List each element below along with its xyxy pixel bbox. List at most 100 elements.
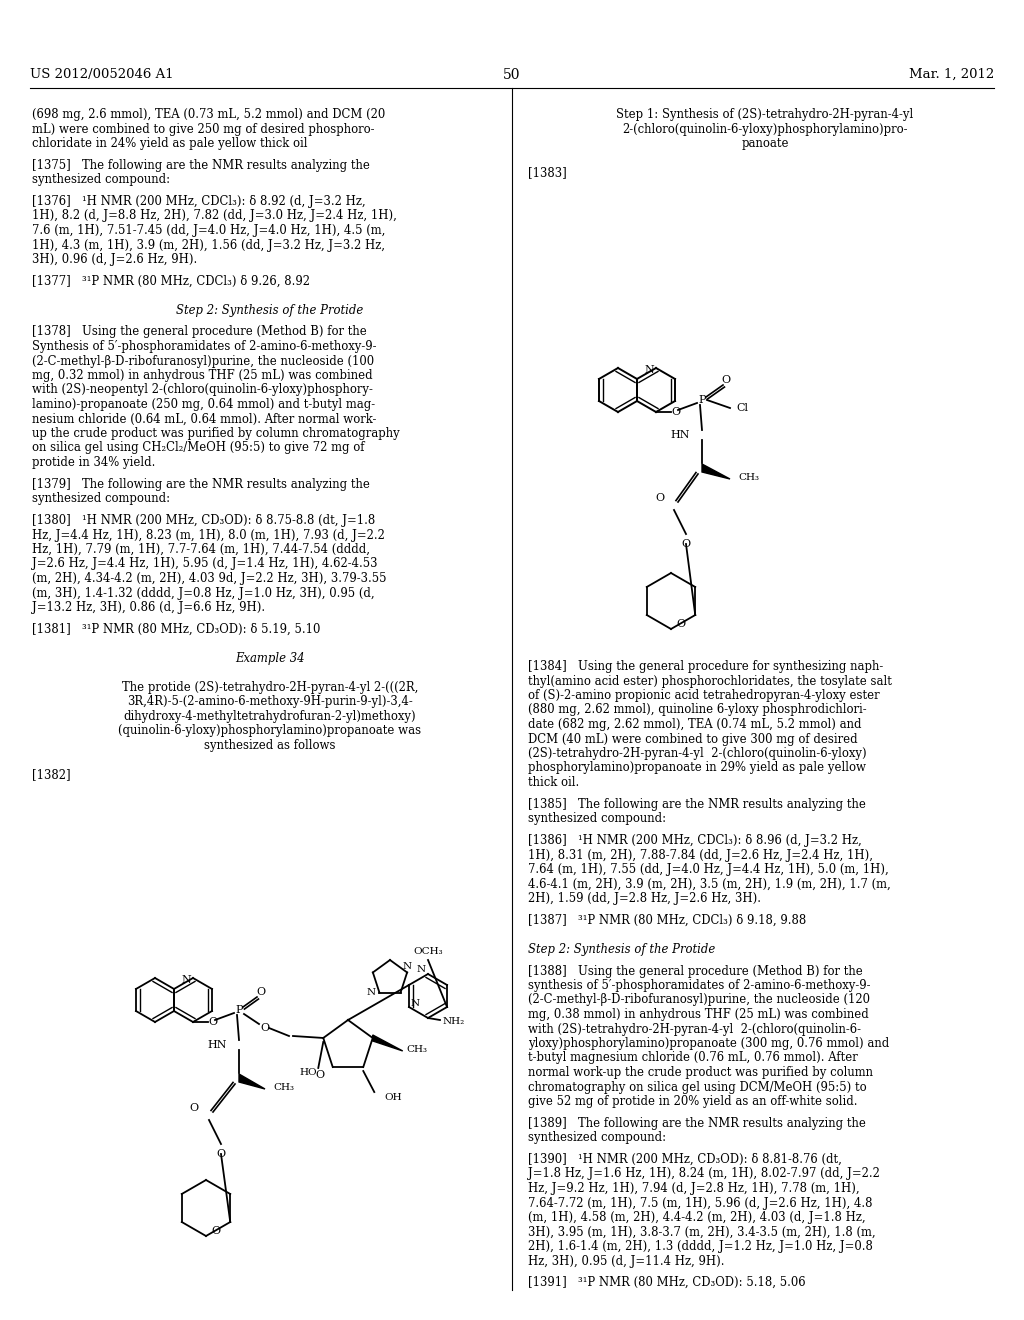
Text: chloridate in 24% yield as pale yellow thick oil: chloridate in 24% yield as pale yellow t… xyxy=(32,137,307,150)
Text: DCM (40 mL) were combined to give 300 mg of desired: DCM (40 mL) were combined to give 300 mg… xyxy=(528,733,858,746)
Text: Hz, J=4.4 Hz, 1H), 8.23 (m, 1H), 8.0 (m, 1H), 7.93 (d, J=2.2: Hz, J=4.4 Hz, 1H), 8.23 (m, 1H), 8.0 (m,… xyxy=(32,528,385,541)
Text: with (2S)-neopentyl 2-(chloro(quinolin-6-yloxy)phosphory-: with (2S)-neopentyl 2-(chloro(quinolin-6… xyxy=(32,384,373,396)
Text: Mar. 1, 2012: Mar. 1, 2012 xyxy=(908,69,994,81)
Text: [1383]: [1383] xyxy=(528,166,566,180)
Text: 2H), 1.6-1.4 (m, 2H), 1.3 (dddd, J=1.2 Hz, J=1.0 Hz, J=0.8: 2H), 1.6-1.4 (m, 2H), 1.3 (dddd, J=1.2 H… xyxy=(528,1239,872,1253)
Text: OH: OH xyxy=(384,1093,401,1101)
Text: 3H), 3.95 (m, 1H), 3.8-3.7 (m, 2H), 3.4-3.5 (m, 2H), 1.8 (m,: 3H), 3.95 (m, 1H), 3.8-3.7 (m, 2H), 3.4-… xyxy=(528,1225,876,1238)
Text: OCH₃: OCH₃ xyxy=(414,948,442,957)
Text: (698 mg, 2.6 mmol), TEA (0.73 mL, 5.2 mmol) and DCM (20: (698 mg, 2.6 mmol), TEA (0.73 mL, 5.2 mm… xyxy=(32,108,385,121)
Text: (m, 2H), 4.34-4.2 (m, 2H), 4.03 9d, J=2.2 Hz, 3H), 3.79-3.55: (m, 2H), 4.34-4.2 (m, 2H), 4.03 9d, J=2.… xyxy=(32,572,386,585)
Polygon shape xyxy=(373,1035,402,1051)
Text: of (S)-2-amino propionic acid tetrahedropyran-4-yloxy ester: of (S)-2-amino propionic acid tetrahedro… xyxy=(528,689,880,702)
Text: O: O xyxy=(676,619,685,630)
Text: P: P xyxy=(698,395,706,405)
Text: mg, 0.38 mmol) in anhydrous THF (25 mL) was combined: mg, 0.38 mmol) in anhydrous THF (25 mL) … xyxy=(528,1008,868,1020)
Text: [1375]   The following are the NMR results analyzing the: [1375] The following are the NMR results… xyxy=(32,158,370,172)
Text: (m, 3H), 1.4-1.32 (dddd, J=0.8 Hz, J=1.0 Hz, 3H), 0.95 (d,: (m, 3H), 1.4-1.32 (dddd, J=0.8 Hz, J=1.0… xyxy=(32,586,375,599)
Text: N: N xyxy=(402,962,412,972)
Text: [1385]   The following are the NMR results analyzing the: [1385] The following are the NMR results… xyxy=(528,797,866,810)
Text: 7.64 (m, 1H), 7.55 (dd, J=4.0 Hz, J=4.4 Hz, 1H), 5.0 (m, 1H),: 7.64 (m, 1H), 7.55 (dd, J=4.0 Hz, J=4.4 … xyxy=(528,863,889,876)
Text: Cl: Cl xyxy=(736,403,748,413)
Text: N: N xyxy=(411,998,420,1007)
Text: chromatography on silica gel using DCM/MeOH (95:5) to: chromatography on silica gel using DCM/M… xyxy=(528,1081,866,1093)
Text: [1381]   ³¹P NMR (80 MHz, CD₃OD): δ 5.19, 5.10: [1381] ³¹P NMR (80 MHz, CD₃OD): δ 5.19, … xyxy=(32,623,321,636)
Text: mL) were combined to give 250 mg of desired phosphoro-: mL) were combined to give 250 mg of desi… xyxy=(32,123,375,136)
Text: panoate: panoate xyxy=(741,137,788,150)
Text: [1378]   Using the general procedure (Method B) for the: [1378] Using the general procedure (Meth… xyxy=(32,326,367,338)
Text: (2S)-tetrahydro-2H-pyran-4-yl  2-(chloro(quinolin-6-yloxy): (2S)-tetrahydro-2H-pyran-4-yl 2-(chloro(… xyxy=(528,747,866,760)
Text: O: O xyxy=(672,407,681,417)
Text: give 52 mg of protide in 20% yield as an off-white solid.: give 52 mg of protide in 20% yield as an… xyxy=(528,1096,857,1107)
Text: O: O xyxy=(211,1226,220,1236)
Polygon shape xyxy=(702,465,730,479)
Text: P: P xyxy=(236,1005,243,1015)
Text: synthesized compound:: synthesized compound: xyxy=(528,1131,667,1144)
Text: Hz, 1H), 7.79 (m, 1H), 7.7-7.64 (m, 1H), 7.44-7.54 (dddd,: Hz, 1H), 7.79 (m, 1H), 7.7-7.64 (m, 1H),… xyxy=(32,543,370,556)
Text: [1382]: [1382] xyxy=(32,768,71,780)
Text: 1H), 8.31 (m, 2H), 7.88-7.84 (dd, J=2.6 Hz, J=2.4 Hz, 1H),: 1H), 8.31 (m, 2H), 7.88-7.84 (dd, J=2.6 … xyxy=(528,849,873,862)
Text: [1380]   ¹H NMR (200 MHz, CD₃OD): δ 8.75-8.8 (dt, J=1.8: [1380] ¹H NMR (200 MHz, CD₃OD): δ 8.75-8… xyxy=(32,513,375,527)
Text: [1391]   ³¹P NMR (80 MHz, CD₃OD): 5.18, 5.06: [1391] ³¹P NMR (80 MHz, CD₃OD): 5.18, 5.… xyxy=(528,1276,806,1290)
Text: synthesis of 5′-phosphoramidates of 2-amino-6-methoxy-9-: synthesis of 5′-phosphoramidates of 2-am… xyxy=(528,979,870,993)
Text: HN: HN xyxy=(671,430,690,440)
Text: Step 2: Synthesis of the Protide: Step 2: Synthesis of the Protide xyxy=(528,942,715,956)
Text: O: O xyxy=(260,1023,269,1034)
Text: CH₃: CH₃ xyxy=(738,474,759,483)
Text: 3H), 0.96 (d, J=2.6 Hz, 9H).: 3H), 0.96 (d, J=2.6 Hz, 9H). xyxy=(32,253,198,267)
Text: 2H), 1.59 (dd, J=2.8 Hz, J=2.6 Hz, 3H).: 2H), 1.59 (dd, J=2.8 Hz, J=2.6 Hz, 3H). xyxy=(528,892,761,906)
Text: N: N xyxy=(367,989,376,997)
Text: with (2S)-tetrahydro-2H-pyran-4-yl  2-(chloro(quinolin-6-: with (2S)-tetrahydro-2H-pyran-4-yl 2-(ch… xyxy=(528,1023,861,1035)
Text: [1384]   Using the general procedure for synthesizing naph-: [1384] Using the general procedure for s… xyxy=(528,660,884,673)
Text: [1389]   The following are the NMR results analyzing the: [1389] The following are the NMR results… xyxy=(528,1117,866,1130)
Text: 7.6 (m, 1H), 7.51-7.45 (dd, J=4.0 Hz, J=4.0 Hz, 1H), 4.5 (m,: 7.6 (m, 1H), 7.51-7.45 (dd, J=4.0 Hz, J=… xyxy=(32,224,385,238)
Text: N: N xyxy=(644,366,654,375)
Text: 4.6-4.1 (m, 2H), 3.9 (m, 2H), 3.5 (m, 2H), 1.9 (m, 2H), 1.7 (m,: 4.6-4.1 (m, 2H), 3.9 (m, 2H), 3.5 (m, 2H… xyxy=(528,878,891,891)
Text: J=1.8 Hz, J=1.6 Hz, 1H), 8.24 (m, 1H), 8.02-7.97 (dd, J=2.2: J=1.8 Hz, J=1.6 Hz, 1H), 8.24 (m, 1H), 8… xyxy=(528,1167,880,1180)
Text: [1386]   ¹H NMR (200 MHz, CDCl₃): δ 8.96 (d, J=3.2 Hz,: [1386] ¹H NMR (200 MHz, CDCl₃): δ 8.96 (… xyxy=(528,834,862,847)
Text: thick oil.: thick oil. xyxy=(528,776,580,789)
Text: [1387]   ³¹P NMR (80 MHz, CDCl₃) δ 9.18, 9.88: [1387] ³¹P NMR (80 MHz, CDCl₃) δ 9.18, 9… xyxy=(528,913,806,927)
Text: Hz, 3H), 0.95 (d, J=11.4 Hz, 9H).: Hz, 3H), 0.95 (d, J=11.4 Hz, 9H). xyxy=(528,1254,725,1267)
Text: [1390]   ¹H NMR (200 MHz, CD₃OD): δ 8.81-8.76 (dt,: [1390] ¹H NMR (200 MHz, CD₃OD): δ 8.81-8… xyxy=(528,1152,842,1166)
Text: normal work-up the crude product was purified by column: normal work-up the crude product was pur… xyxy=(528,1067,873,1078)
Text: synthesized compound:: synthesized compound: xyxy=(528,812,667,825)
Text: O: O xyxy=(256,987,265,997)
Text: protide in 34% yield.: protide in 34% yield. xyxy=(32,455,156,469)
Text: [1377]   ³¹P NMR (80 MHz, CDCl₃) δ 9.26, 8.92: [1377] ³¹P NMR (80 MHz, CDCl₃) δ 9.26, 8… xyxy=(32,275,310,288)
Text: lamino)-propanoate (250 mg, 0.64 mmol) and t-butyl mag-: lamino)-propanoate (250 mg, 0.64 mmol) a… xyxy=(32,399,375,411)
Text: 1H), 8.2 (d, J=8.8 Hz, 2H), 7.82 (dd, J=3.0 Hz, J=2.4 Hz, 1H),: 1H), 8.2 (d, J=8.8 Hz, 2H), 7.82 (dd, J=… xyxy=(32,210,397,223)
Text: N: N xyxy=(417,965,426,974)
Text: N: N xyxy=(181,975,191,985)
Polygon shape xyxy=(239,1074,265,1089)
Text: HN: HN xyxy=(208,1040,227,1049)
Text: O: O xyxy=(655,492,664,503)
Text: 2-(chloro(quinolin-6-yloxy)phosphorylamino)pro-: 2-(chloro(quinolin-6-yloxy)phosphorylami… xyxy=(623,123,907,136)
Text: 7.64-7.72 (m, 1H), 7.5 (m, 1H), 5.96 (d, J=2.6 Hz, 1H), 4.8: 7.64-7.72 (m, 1H), 7.5 (m, 1H), 5.96 (d,… xyxy=(528,1196,872,1209)
Text: HO: HO xyxy=(299,1068,317,1077)
Text: (880 mg, 2.62 mmol), quinoline 6-yloxy phosphrodichlori-: (880 mg, 2.62 mmol), quinoline 6-yloxy p… xyxy=(528,704,866,717)
Text: J=13.2 Hz, 3H), 0.86 (d, J=6.6 Hz, 9H).: J=13.2 Hz, 3H), 0.86 (d, J=6.6 Hz, 9H). xyxy=(32,601,265,614)
Text: synthesized compound:: synthesized compound: xyxy=(32,492,170,506)
Text: O: O xyxy=(216,1148,225,1159)
Text: [1379]   The following are the NMR results analyzing the: [1379] The following are the NMR results… xyxy=(32,478,370,491)
Text: Example 34: Example 34 xyxy=(236,652,305,665)
Text: O: O xyxy=(315,1071,325,1080)
Text: Step 1: Synthesis of (2S)-tetrahydro-2H-pyran-4-yl: Step 1: Synthesis of (2S)-tetrahydro-2H-… xyxy=(616,108,913,121)
Text: [1376]   ¹H NMR (200 MHz, CDCl₃): δ 8.92 (d, J=3.2 Hz,: [1376] ¹H NMR (200 MHz, CDCl₃): δ 8.92 (… xyxy=(32,195,366,209)
Text: Step 2: Synthesis of the Protide: Step 2: Synthesis of the Protide xyxy=(176,304,364,317)
Text: (quinolin-6-yloxy)phosphorylamino)propanoate was: (quinolin-6-yloxy)phosphorylamino)propan… xyxy=(119,725,422,738)
Text: nesium chloride (0.64 mL, 0.64 mmol). After normal work-: nesium chloride (0.64 mL, 0.64 mmol). Af… xyxy=(32,412,377,425)
Text: synthesized compound:: synthesized compound: xyxy=(32,173,170,186)
Text: t-butyl magnesium chloride (0.76 mL, 0.76 mmol). After: t-butyl magnesium chloride (0.76 mL, 0.7… xyxy=(528,1052,858,1064)
Text: O: O xyxy=(209,1016,217,1027)
Text: on silica gel using CH₂Cl₂/MeOH (95:5) to give 72 mg of: on silica gel using CH₂Cl₂/MeOH (95:5) t… xyxy=(32,441,365,454)
Text: J=2.6 Hz, J=4.4 Hz, 1H), 5.95 (d, J=1.4 Hz, 1H), 4.62-4.53: J=2.6 Hz, J=4.4 Hz, 1H), 5.95 (d, J=1.4 … xyxy=(32,557,378,570)
Text: (m, 1H), 4.58 (m, 2H), 4.4-4.2 (m, 2H), 4.03 (d, J=1.8 Hz,: (m, 1H), 4.58 (m, 2H), 4.4-4.2 (m, 2H), … xyxy=(528,1210,865,1224)
Text: 3R,4R)-5-(2-amino-6-methoxy-9H-purin-9-yl)-3,4-: 3R,4R)-5-(2-amino-6-methoxy-9H-purin-9-y… xyxy=(127,696,413,709)
Text: NH₂: NH₂ xyxy=(443,1018,465,1027)
Text: date (682 mg, 2.62 mmol), TEA (0.74 mL, 5.2 mmol) and: date (682 mg, 2.62 mmol), TEA (0.74 mL, … xyxy=(528,718,861,731)
Text: O: O xyxy=(189,1104,199,1113)
Text: O: O xyxy=(722,375,730,385)
Text: yloxy)phosphorylamino)propanoate (300 mg, 0.76 mmol) and: yloxy)phosphorylamino)propanoate (300 mg… xyxy=(528,1038,889,1049)
